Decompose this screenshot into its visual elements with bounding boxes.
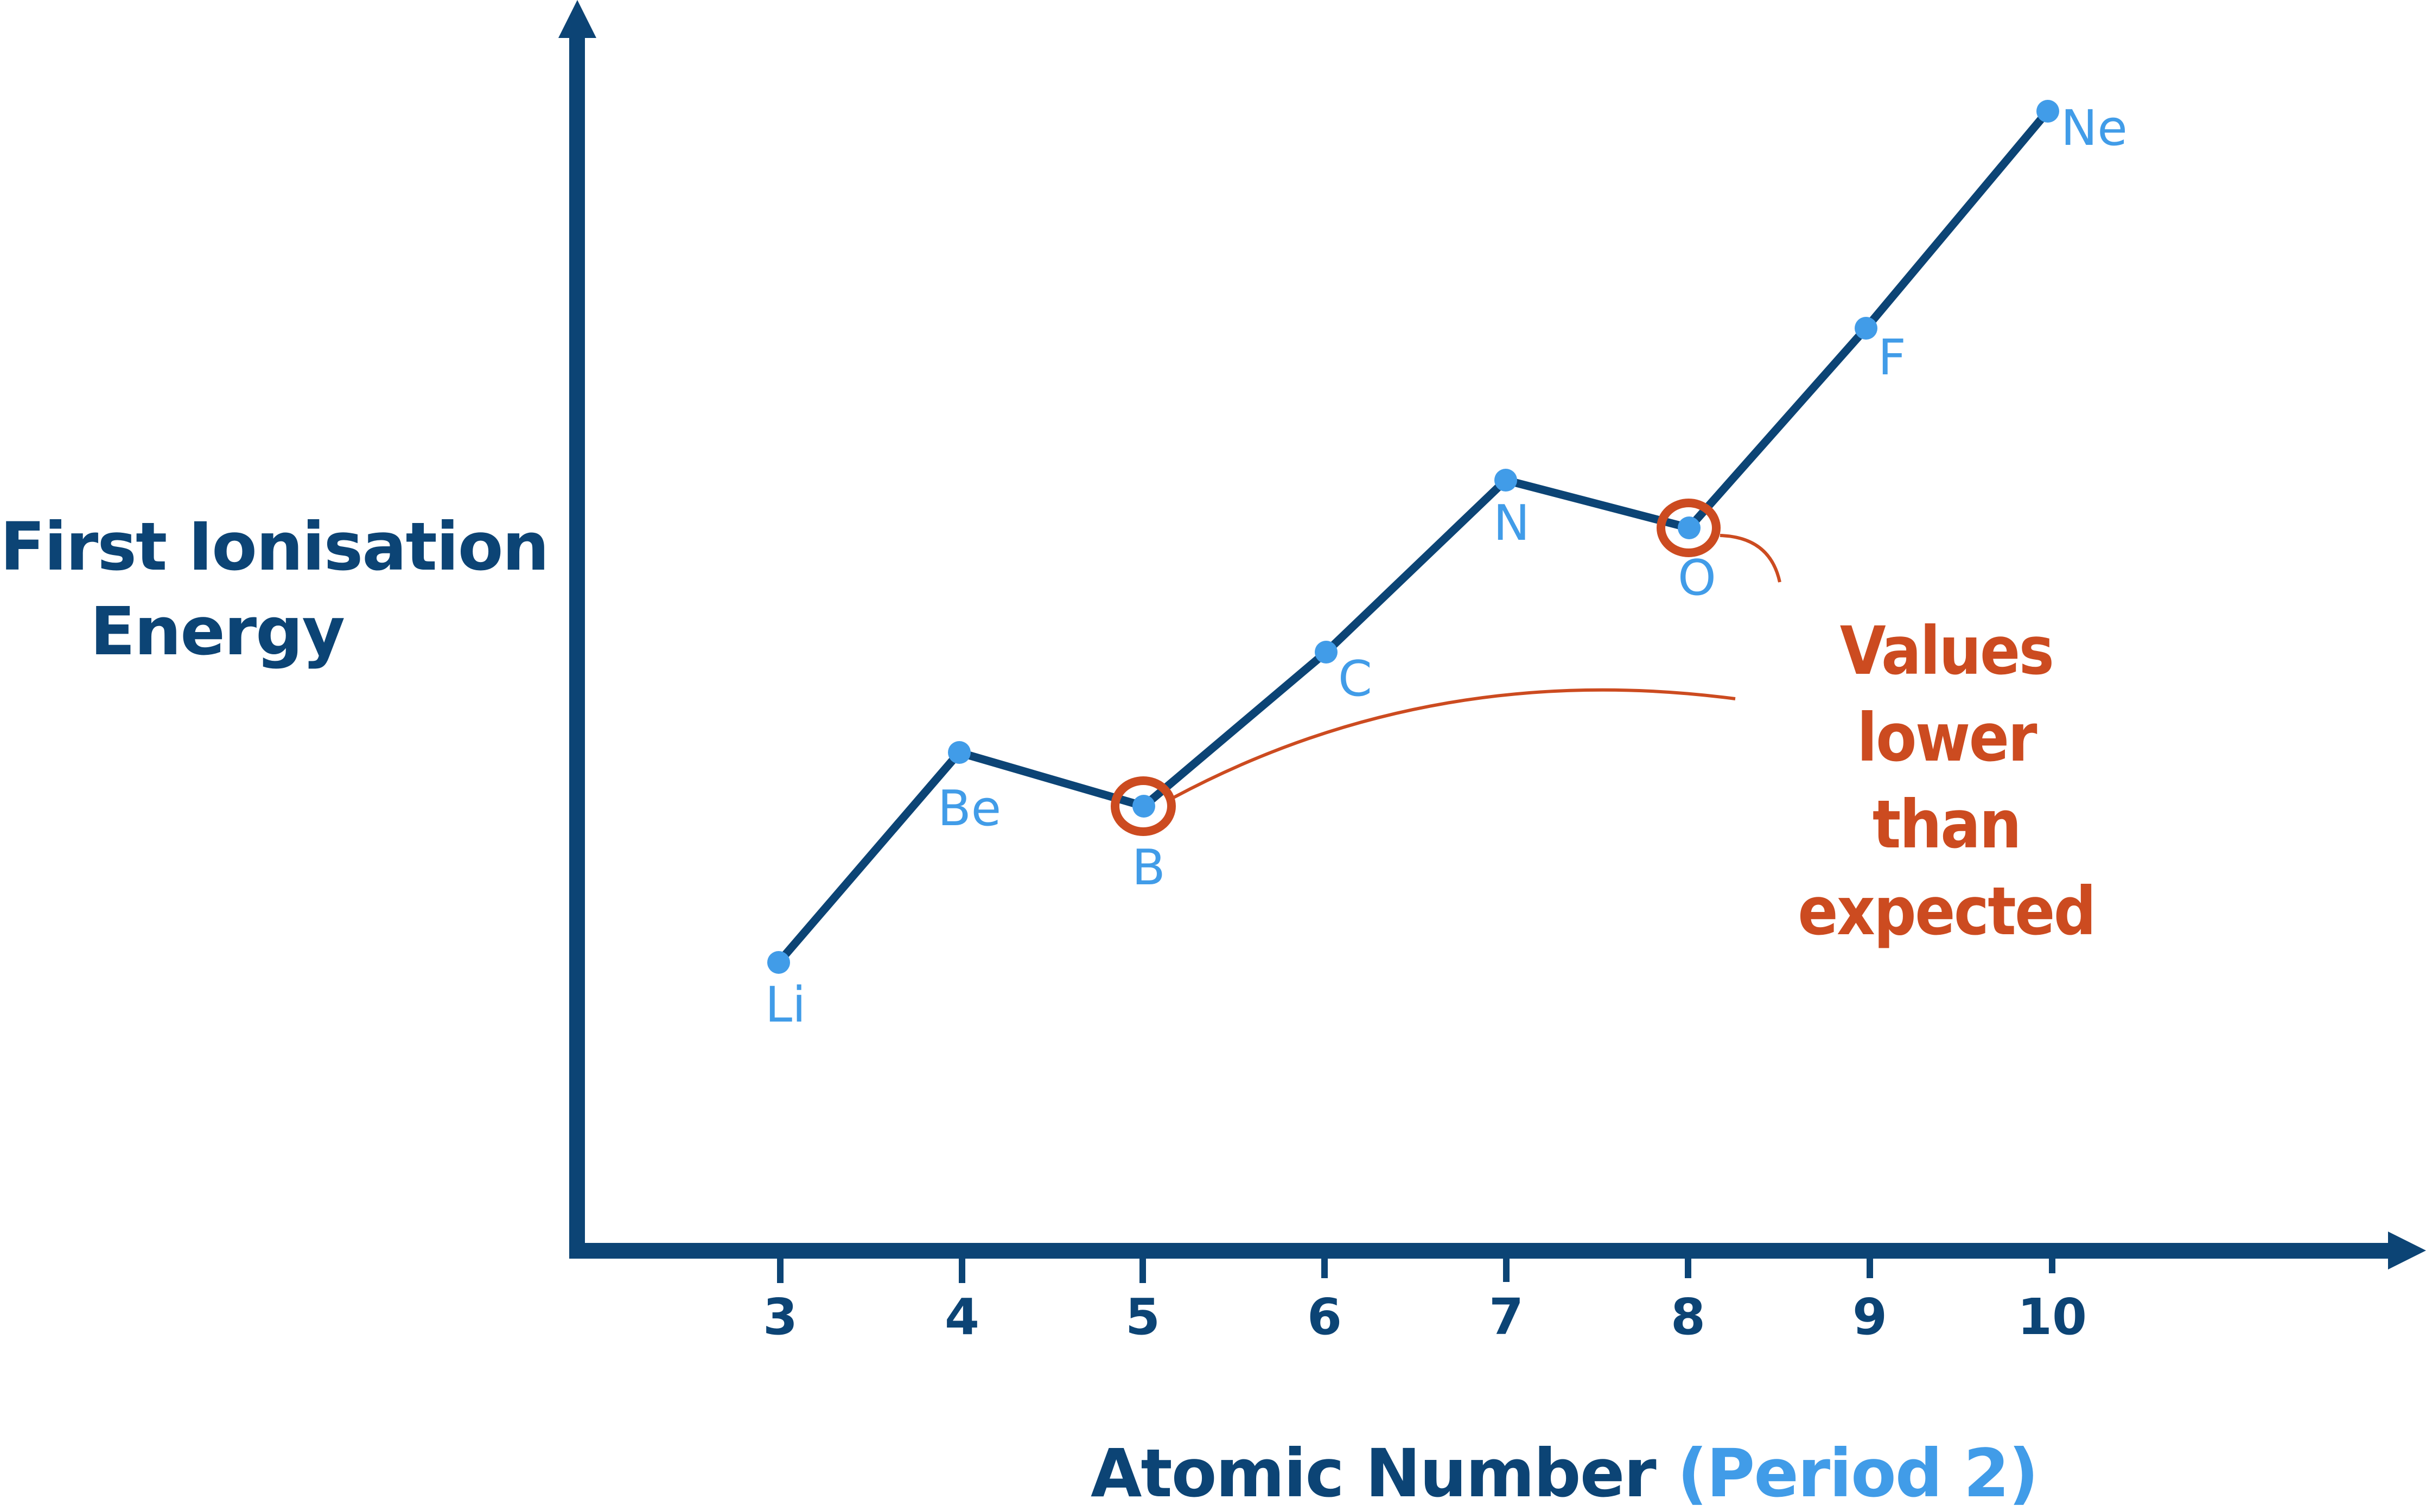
x-axis-arrow-icon xyxy=(2388,1232,2426,1269)
x-ticks xyxy=(777,1258,2055,1283)
point-n xyxy=(1494,469,1517,492)
data-line xyxy=(775,109,2051,965)
tick-label-7: 7 xyxy=(1488,1288,1524,1346)
point-be xyxy=(948,741,971,764)
point-label-li: Li xyxy=(765,977,806,1033)
highlight-ring-b xyxy=(1111,776,1176,836)
y-axis-title-line2: Energy xyxy=(90,593,345,670)
tick-label-3: 3 xyxy=(762,1288,798,1346)
point-o xyxy=(1678,516,1701,539)
y-axis-arrow-icon xyxy=(558,0,596,38)
point-label-f: F xyxy=(1878,329,1906,386)
annotation-connector-b xyxy=(1173,688,1736,799)
point-label-be: Be xyxy=(938,780,1002,837)
annotation-connector-o xyxy=(1720,534,1781,583)
tick-3 xyxy=(777,1258,784,1283)
x-axis xyxy=(569,1232,2426,1269)
y-axis-title-line1: First Ionisation xyxy=(0,508,549,585)
tick-7 xyxy=(1503,1258,1510,1282)
tick-8 xyxy=(1685,1258,1691,1278)
tick-label-9: 9 xyxy=(1852,1288,1888,1346)
point-c xyxy=(1315,641,1338,664)
point-b xyxy=(1132,795,1155,818)
data-points xyxy=(767,100,2059,974)
y-axis-title: First Ionisation Energy xyxy=(0,505,549,674)
x-axis-title: Atomic Number (Period 2) xyxy=(1091,1440,2039,1507)
x-axis-title-accent: (Period 2) xyxy=(1677,1435,2039,1512)
tick-10 xyxy=(2049,1258,2055,1273)
y-axis xyxy=(558,0,596,1259)
tick-label-5: 5 xyxy=(1125,1288,1161,1346)
point-li xyxy=(767,951,790,974)
tick-label-10: 10 xyxy=(2017,1288,2087,1346)
point-label-c: C xyxy=(1338,650,1372,707)
highlight-ring-o xyxy=(1657,499,1721,557)
tick-6 xyxy=(1321,1258,1328,1278)
point-f xyxy=(1855,317,1877,340)
point-label-b: B xyxy=(1132,839,1166,896)
tick-label-6: 6 xyxy=(1307,1288,1342,1346)
tick-label-8: 8 xyxy=(1670,1288,1706,1346)
tick-label-4: 4 xyxy=(944,1288,980,1346)
tick-5 xyxy=(1139,1258,1146,1283)
annotation-text: Values lower than expected xyxy=(1761,608,2132,955)
point-ne xyxy=(2036,100,2059,123)
point-label-o: O xyxy=(1678,550,1716,607)
point-label-ne: Ne xyxy=(2061,100,2128,157)
annotation-line1: Values lower xyxy=(1839,613,2054,776)
x-axis-title-main: Atomic Number xyxy=(1091,1435,1657,1512)
point-label-n: N xyxy=(1493,495,1530,552)
annotation-line2: than expected xyxy=(1798,786,2096,950)
tick-4 xyxy=(959,1258,965,1283)
tick-9 xyxy=(1867,1258,1873,1278)
